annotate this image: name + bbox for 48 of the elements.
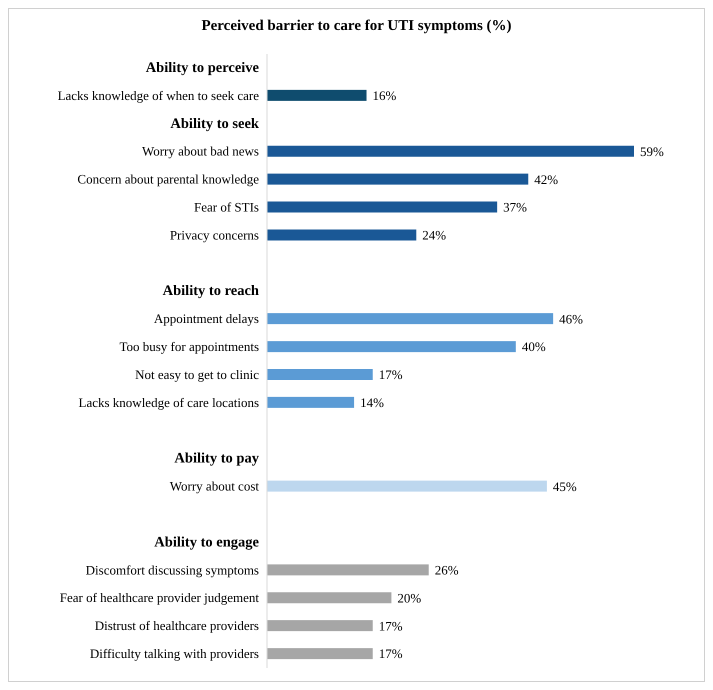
bar xyxy=(267,146,634,157)
y-tick-label: Fear of STIs xyxy=(194,200,259,214)
y-tick-label: Ability to pay xyxy=(174,450,260,467)
data-label: 17% xyxy=(378,367,403,382)
bar xyxy=(267,396,354,408)
y-tick-label: Appointment delays xyxy=(154,311,259,326)
y-tick-label: Worry about cost xyxy=(170,478,260,494)
y-tick-label: Discomfort discussing symptoms xyxy=(86,562,259,578)
bar xyxy=(267,90,367,101)
y-tick-label: Ability to reach xyxy=(162,283,259,300)
data-label: 16% xyxy=(372,88,397,104)
data-label: 59% xyxy=(640,144,664,159)
y-tick-label: Ability to perceive xyxy=(146,60,260,76)
bar xyxy=(267,313,554,324)
bar xyxy=(267,369,373,380)
data-label: 45% xyxy=(552,478,577,494)
y-tick-label: Difficulty talking with providers xyxy=(90,646,259,662)
y-tick-label: Privacy concerns xyxy=(170,227,259,242)
data-label: 37% xyxy=(503,200,528,215)
y-tick-label: Too busy for appointments xyxy=(119,339,259,354)
bar xyxy=(267,648,373,660)
data-label: 17% xyxy=(378,618,403,634)
bar xyxy=(267,174,528,185)
data-label: 40% xyxy=(522,339,546,354)
y-tick-label: Ability to seek xyxy=(170,116,260,132)
bar xyxy=(267,620,373,632)
y-tick-label: Worry about bad news xyxy=(142,144,259,159)
chart-title: Perceived barrier to care for UTI symptoms (%) xyxy=(200,17,513,36)
bar xyxy=(267,592,392,604)
data-label: 20% xyxy=(397,590,422,606)
y-tick-label: Distrust of healthcare providers xyxy=(94,618,259,634)
y-tick-label: Lacks knowledge of care locations xyxy=(78,394,259,410)
y-tick-label: Concern about parental knowledge xyxy=(77,172,260,187)
data-label: 24% xyxy=(422,228,446,243)
data-label: 26% xyxy=(434,562,459,578)
data-label: 17% xyxy=(378,646,403,662)
y-tick-label: Ability to engage xyxy=(154,534,260,550)
bar xyxy=(267,202,498,213)
bar xyxy=(267,341,516,352)
bar xyxy=(267,229,416,240)
y-tick-label: Fear of healthcare provider judgement xyxy=(60,590,260,606)
data-label: 42% xyxy=(534,172,558,187)
bar xyxy=(267,564,429,576)
data-label: 14% xyxy=(360,395,384,410)
bar xyxy=(267,480,547,492)
data-label: 46% xyxy=(559,311,584,326)
y-tick-label: Not easy to get to clinic xyxy=(135,366,260,382)
y-tick-label: Lacks knowledge of when to seek care xyxy=(58,88,260,103)
